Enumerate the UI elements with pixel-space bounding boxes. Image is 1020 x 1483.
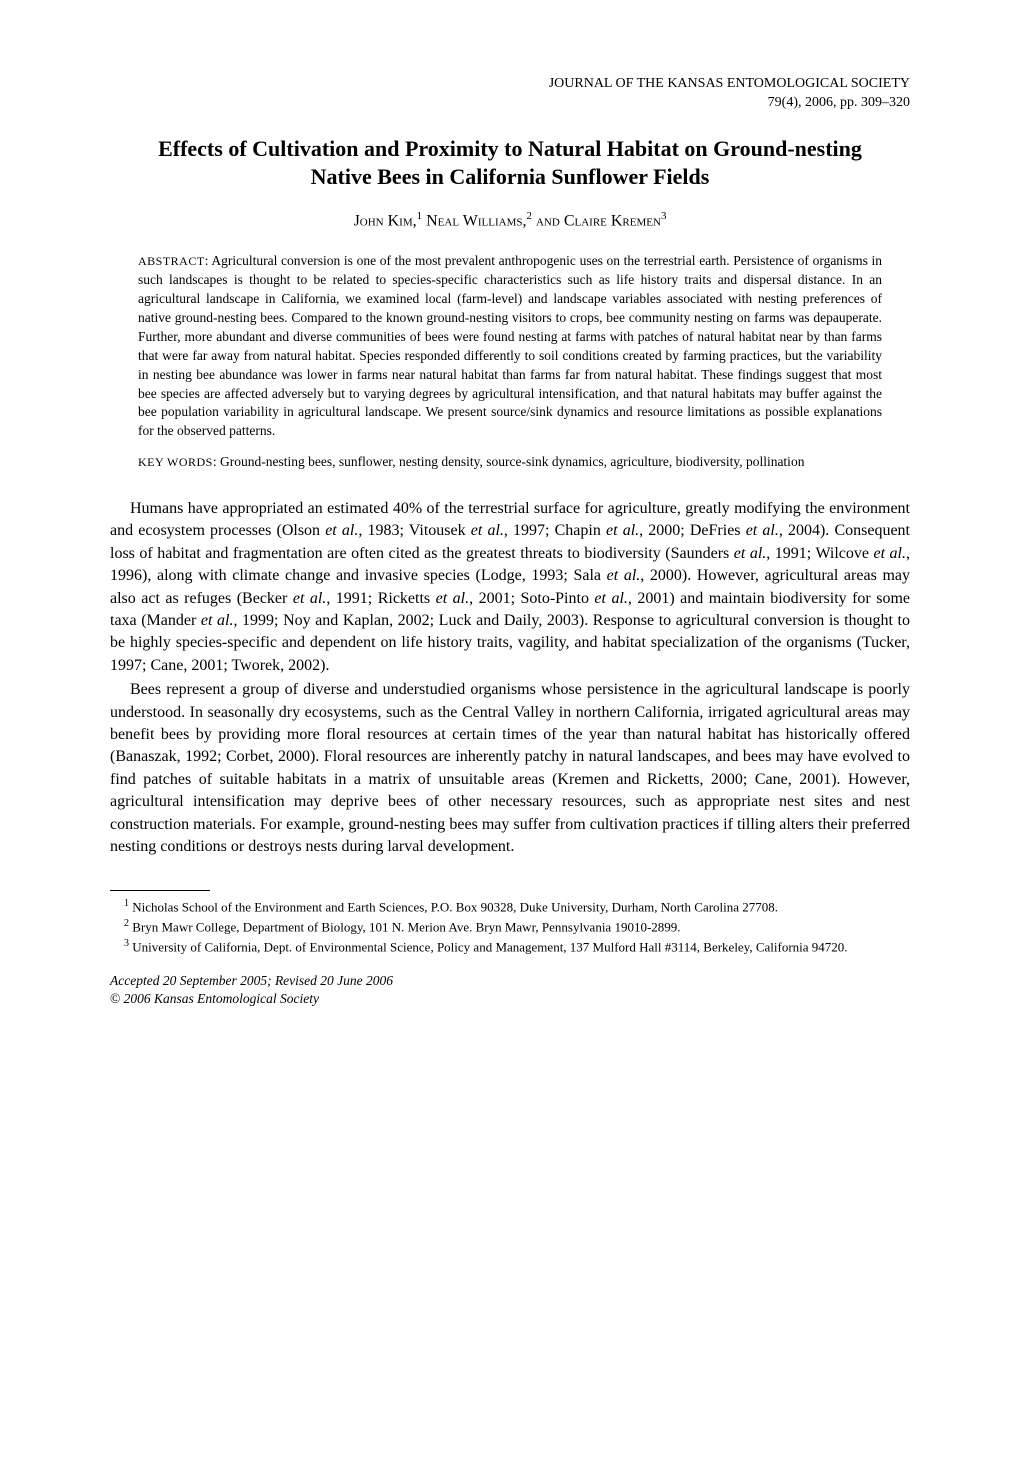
- footnote-1: 1 Nicholas School of the Environment and…: [110, 897, 910, 916]
- footnote-divider: [110, 890, 210, 891]
- author-connector: and: [532, 212, 564, 229]
- author-3-affil: 3: [661, 210, 667, 222]
- author-1-name: John Kim,: [354, 212, 417, 229]
- footnote-3-text: University of California, Dept. of Envir…: [129, 939, 848, 954]
- journal-name: JOURNAL OF THE KANSAS ENTOMOLOGICAL SOCI…: [110, 75, 910, 94]
- journal-header: JOURNAL OF THE KANSAS ENTOMOLOGICAL SOCI…: [110, 75, 910, 113]
- footnote-2: 2 Bryn Mawr College, Department of Biolo…: [110, 917, 910, 936]
- abstract: ABSTRACT: Agricultural conversion is one…: [138, 252, 882, 441]
- keywords-text: : Ground-nesting bees, sunflower, nestin…: [213, 454, 805, 469]
- body-paragraph-1: Humans have appropriated an estimated 40…: [110, 498, 910, 677]
- abstract-label: ABSTRACT: [138, 254, 205, 268]
- keywords-label: KEY WORDS: [138, 455, 213, 469]
- author-list: John Kim,1 Neal Williams,2 and Claire Kr…: [110, 210, 910, 230]
- copyright-line: © 2006 Kansas Entomological Society: [110, 990, 910, 1008]
- copyright-text: 2006 Kansas Entomological Society: [124, 991, 319, 1006]
- keywords: KEY WORDS: Ground-nesting bees, sunflowe…: [138, 453, 882, 472]
- article-title: Effects of Cultivation and Proximity to …: [110, 135, 910, 192]
- footnote-3: 3 University of California, Dept. of Env…: [110, 937, 910, 956]
- accepted-block: Accepted 20 September 2005; Revised 20 J…: [110, 972, 910, 1008]
- copyright-symbol: ©: [110, 991, 124, 1006]
- abstract-text: : Agricultural conversion is one of the …: [138, 253, 882, 438]
- accepted-date: Accepted 20 September 2005; Revised 20 J…: [110, 972, 910, 990]
- journal-citation: 79(4), 2006, pp. 309–320: [110, 94, 910, 113]
- footnote-1-text: Nicholas School of the Environment and E…: [129, 900, 778, 915]
- footnote-2-text: Bryn Mawr College, Department of Biology…: [129, 920, 681, 935]
- author-2-name: Neal Williams,: [422, 212, 526, 229]
- body-paragraph-2: Bees represent a group of diverse and un…: [110, 679, 910, 858]
- author-3-name: Claire Kremen: [564, 212, 661, 229]
